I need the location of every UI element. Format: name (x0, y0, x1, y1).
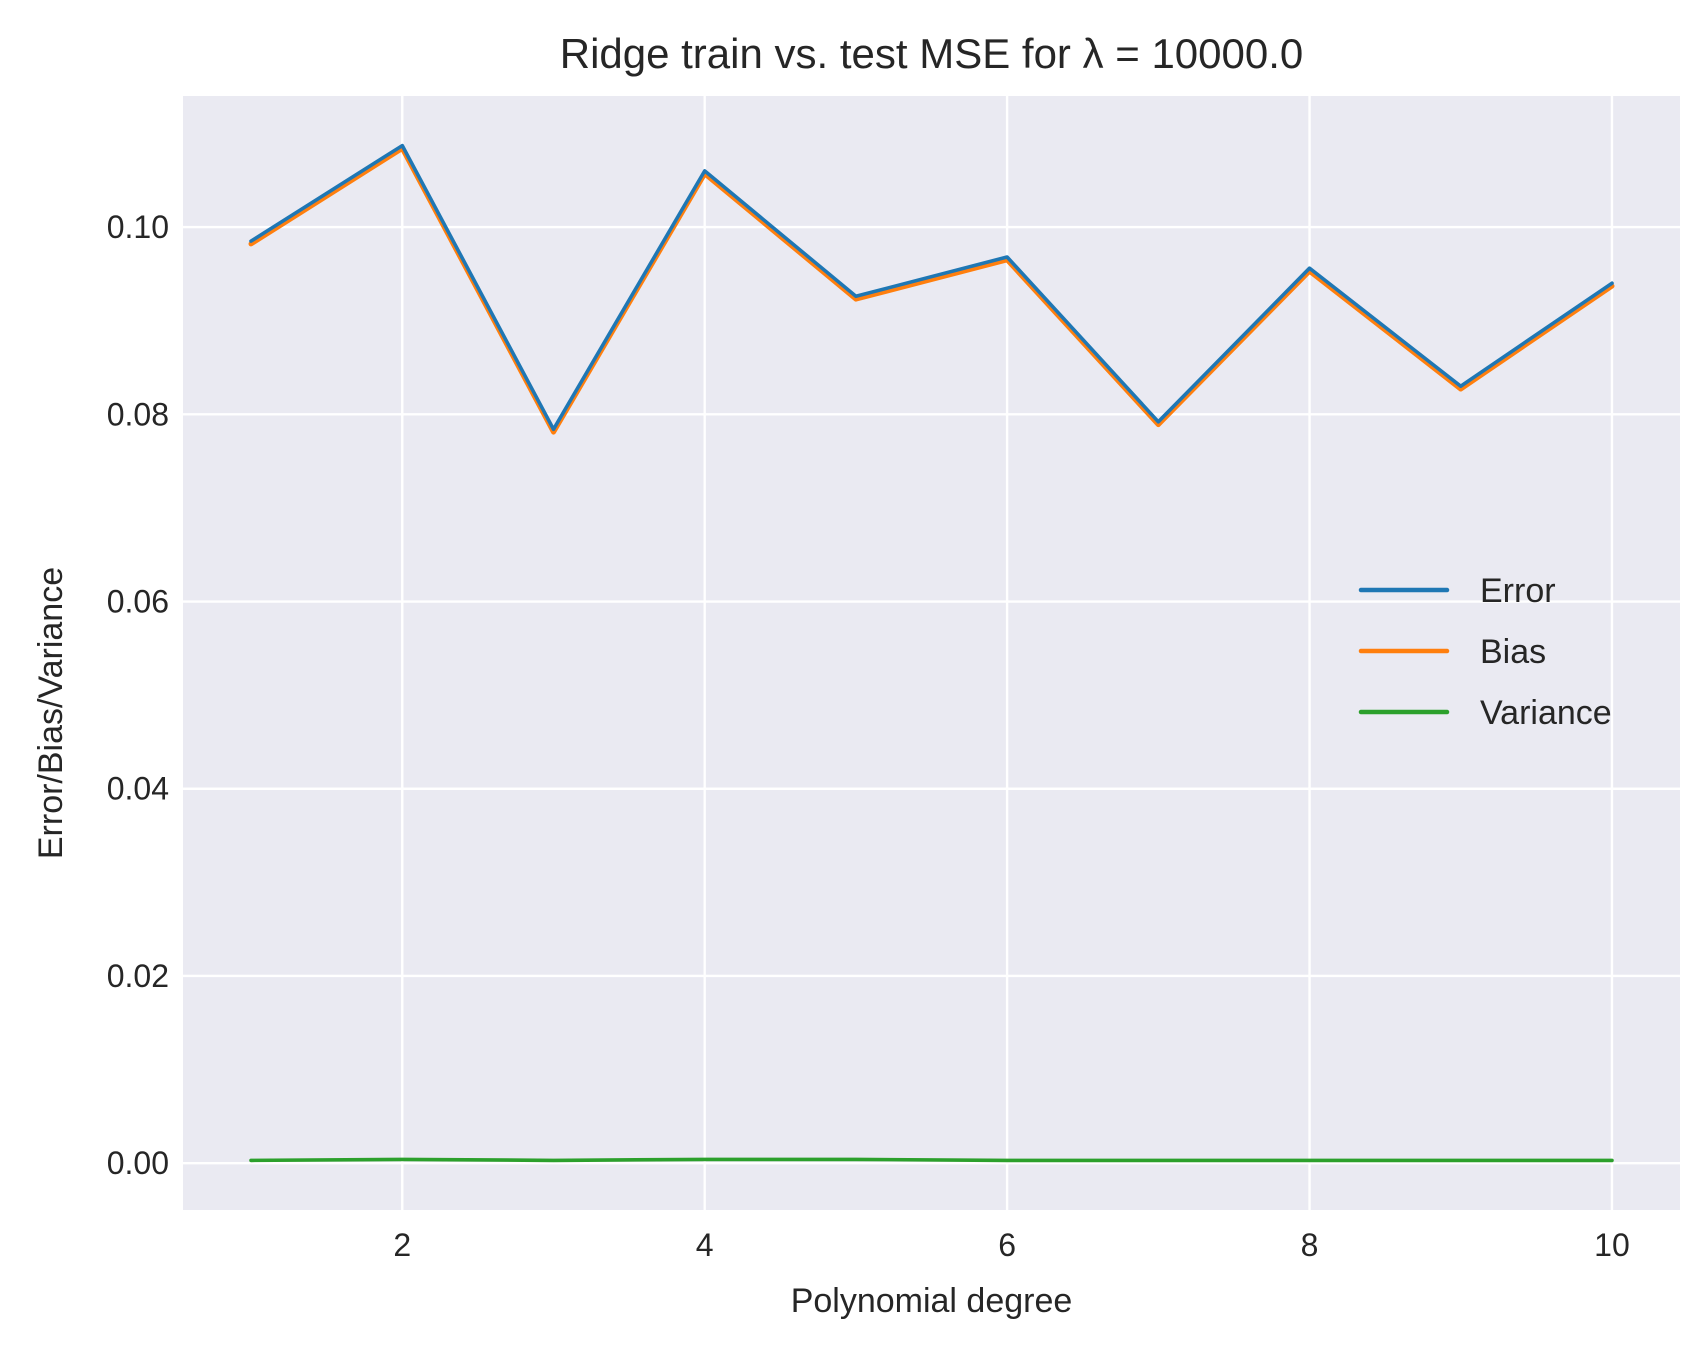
y-axis-label: Error/Bias/Variance (32, 567, 70, 859)
y-tick-label: 0.10 (107, 209, 169, 245)
legend: Error Bias Variance (1358, 572, 1612, 732)
legend-label-error: Error (1480, 572, 1556, 610)
x-tick-label: 6 (998, 1227, 1016, 1263)
x-tick-label: 10 (1594, 1227, 1630, 1263)
x-tick-label: 8 (1301, 1227, 1319, 1263)
y-tick-label: 0.06 (107, 584, 169, 620)
y-tick-label: 0.00 (107, 1145, 169, 1181)
series-line-variance (249, 1157, 1614, 1163)
x-tick-label: 2 (393, 1227, 411, 1263)
y-tick-label: 0.04 (107, 771, 169, 807)
x-axis-label: Polynomial degree (791, 1282, 1073, 1320)
x-tick-label: 4 (696, 1227, 714, 1263)
y-tick-label: 0.08 (107, 396, 169, 432)
y-tick-label: 0.02 (107, 958, 169, 994)
legend-label-bias: Bias (1480, 633, 1546, 671)
plot-area (183, 96, 1680, 1210)
series-lines (248, 143, 1615, 1163)
legend-label-variance: Variance (1480, 694, 1612, 732)
series-line-error (249, 143, 1614, 432)
grid-lines (183, 96, 1680, 1210)
chart-title: Ridge train vs. test MSE for λ = 10000.0 (560, 30, 1304, 77)
x-tick-labels: 2 4 6 8 10 (393, 1227, 1629, 1263)
y-tick-labels: 0.00 0.02 0.04 0.06 0.08 0.10 (107, 209, 169, 1181)
